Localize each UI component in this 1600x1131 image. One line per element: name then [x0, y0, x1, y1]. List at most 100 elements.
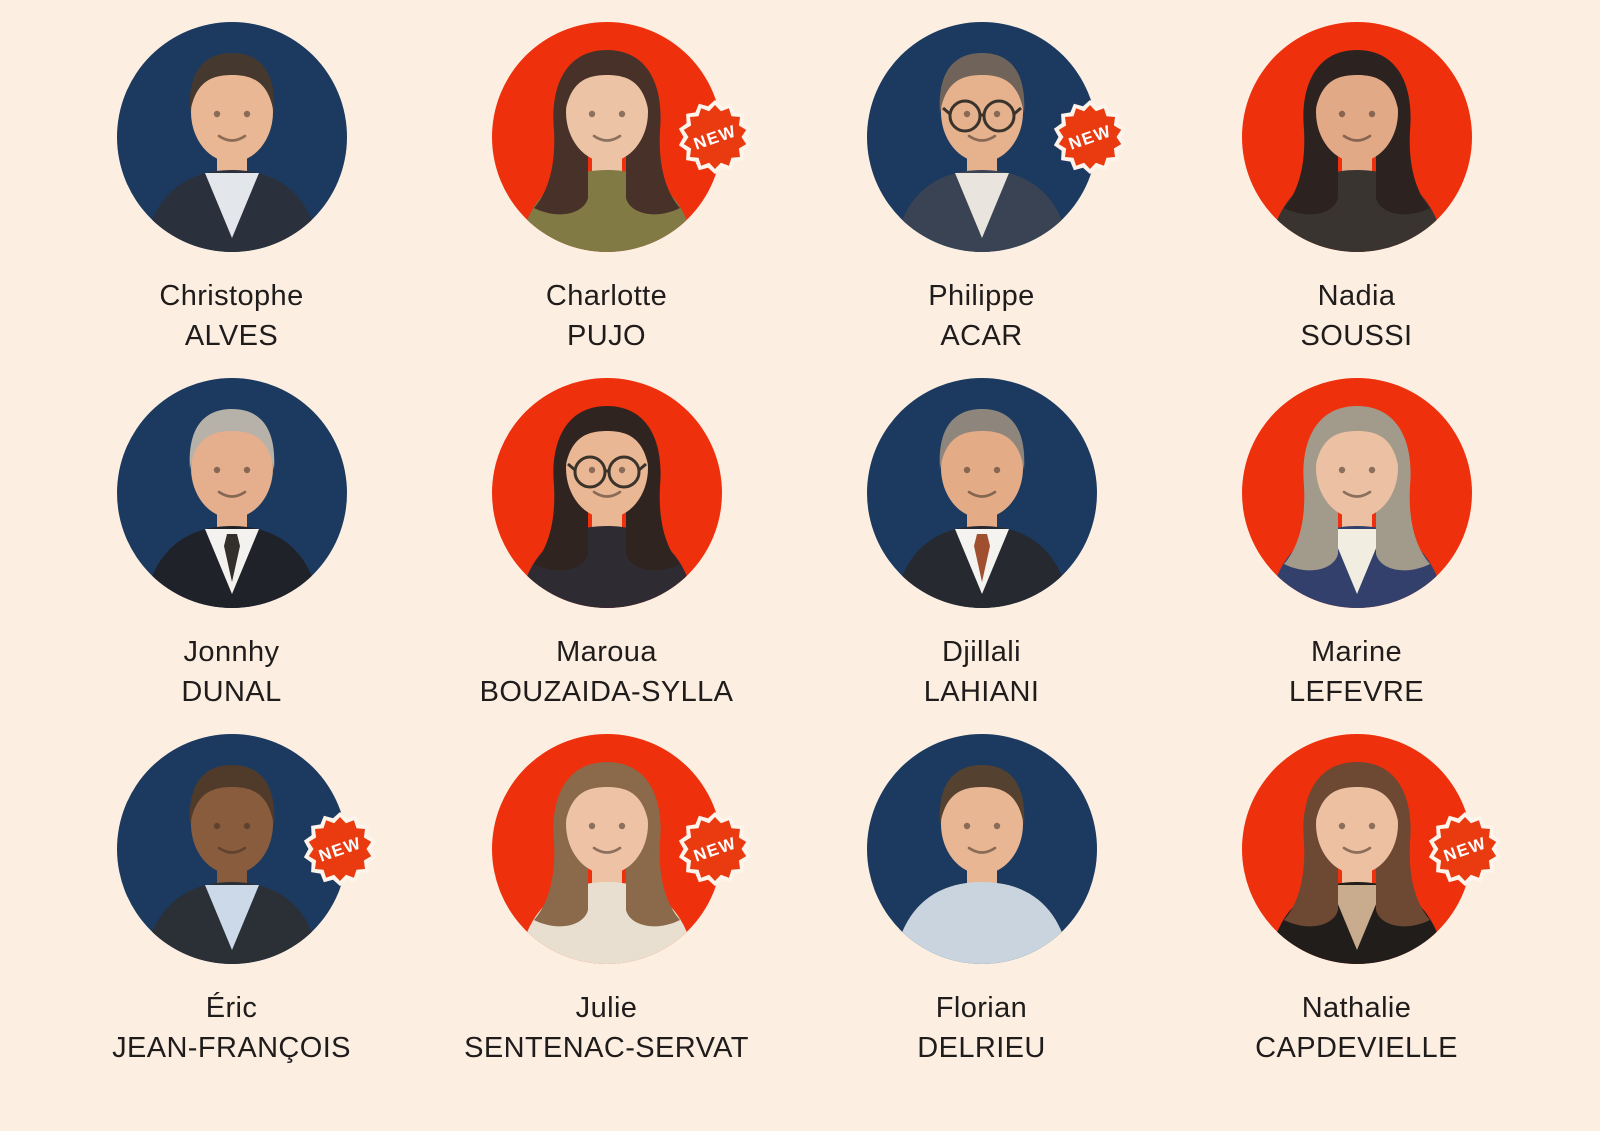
avatar-head	[1315, 418, 1398, 518]
member-photo: NEW	[116, 378, 347, 608]
member-first-name: Nathalie	[1301, 992, 1412, 1024]
avatar-face	[1338, 466, 1375, 498]
member-photo: NEW	[866, 22, 1126, 252]
member-last-name: LEFEVRE	[1289, 676, 1424, 708]
member-first-name: Djillali	[942, 636, 1021, 668]
member-avatar	[143, 765, 320, 964]
team-member-card[interactable]: NEW Nadia SOUSSI	[1169, 22, 1544, 356]
member-last-name: DELRIEU	[917, 1032, 1046, 1064]
member-photo-circle	[866, 734, 1097, 964]
new-badge-burst-icon: NEW	[1428, 812, 1501, 886]
avatar-glasses-icon	[941, 99, 1022, 133]
new-badge-burst-icon: NEW	[1053, 100, 1126, 174]
team-member-card[interactable]: NEW Éric JEAN-FRANÇOIS	[44, 734, 419, 1068]
member-first-name: Julie	[575, 992, 638, 1024]
avatar-face	[963, 110, 1000, 142]
avatar-head	[940, 62, 1023, 162]
avatar-head	[1315, 774, 1398, 874]
avatar-head	[940, 774, 1023, 874]
member-last-name: JEAN-FRANÇOIS	[112, 1032, 351, 1064]
member-photo: NEW	[866, 734, 1097, 964]
member-photo-circle	[866, 378, 1097, 608]
member-avatar	[893, 409, 1070, 608]
member-photo: NEW	[866, 378, 1097, 608]
member-avatar	[1268, 762, 1445, 964]
member-photo: NEW	[491, 22, 751, 252]
member-photo: NEW	[116, 734, 376, 964]
avatar-head	[190, 62, 273, 162]
team-member-card[interactable]: NEW Jonnhy DUNAL	[44, 378, 419, 712]
member-avatar	[893, 53, 1070, 252]
avatar-face	[213, 110, 250, 142]
member-last-name: LAHIANI	[923, 676, 1040, 708]
avatar-face	[588, 110, 625, 142]
member-photo-circle	[116, 378, 347, 608]
avatar-head	[565, 62, 648, 162]
member-photo-circle	[116, 22, 347, 252]
member-last-name: ALVES	[184, 320, 279, 352]
team-member-card[interactable]: NEW Marine LEFEVRE	[1169, 378, 1544, 712]
avatar-hair-fringe	[189, 409, 274, 470]
member-first-name: Éric	[205, 992, 258, 1024]
avatar-tie	[973, 178, 990, 226]
member-last-name: PUJO	[567, 320, 646, 352]
member-avatar	[518, 406, 695, 608]
avatar-head	[565, 418, 648, 518]
member-first-name: Philippe	[928, 280, 1035, 312]
team-member-card[interactable]: NEW Charlotte PUJO	[419, 22, 794, 356]
avatar-hair-fringe	[189, 53, 274, 114]
avatar-head	[190, 774, 273, 874]
avatar-head	[940, 418, 1023, 518]
member-photo-circle	[1241, 378, 1472, 608]
avatar-tie	[598, 534, 615, 582]
team-member-card[interactable]: NEW Florian DELRIEU	[794, 734, 1169, 1068]
member-last-name: SENTENAC-SERVAT	[464, 1032, 749, 1064]
new-badge: NEW	[678, 100, 752, 174]
member-avatar	[1268, 50, 1445, 252]
team-member-card[interactable]: NEW Maroua BOUZAIDA-SYLLA	[419, 378, 794, 712]
member-photo: NEW	[491, 378, 722, 608]
avatar-tie	[598, 890, 615, 938]
avatar-hair-fringe	[1314, 409, 1399, 470]
avatar-head	[565, 774, 648, 874]
avatar-tie	[223, 534, 240, 582]
new-badge-burst-icon: NEW	[303, 812, 376, 886]
avatar-face	[588, 822, 625, 854]
avatar-face	[213, 466, 250, 498]
member-first-name: Maroua	[556, 636, 657, 668]
avatar-tie	[1348, 178, 1365, 226]
team-member-card[interactable]: NEW Christophe ALVES	[44, 22, 419, 356]
avatar-tie	[223, 890, 240, 938]
avatar-glasses-icon	[566, 455, 647, 489]
team-member-card[interactable]: NEW Djillali LAHIANI	[794, 378, 1169, 712]
avatar-face	[963, 822, 1000, 854]
member-photo: NEW	[1241, 378, 1472, 608]
member-first-name: Marine	[1310, 636, 1403, 668]
avatar-tie	[598, 178, 615, 226]
new-badge: NEW	[303, 812, 377, 886]
member-avatar	[518, 50, 695, 252]
team-member-card[interactable]: NEW Nathalie CAPDEVIELLE	[1169, 734, 1544, 1068]
avatar-face	[1338, 822, 1375, 854]
avatar-hair-fringe	[189, 765, 274, 826]
member-photo: NEW	[491, 734, 751, 964]
team-member-card[interactable]: NEW Philippe ACAR	[794, 22, 1169, 356]
avatar-tie	[223, 178, 240, 226]
member-photo-circle	[1241, 22, 1472, 252]
avatar-hair-fringe	[939, 53, 1024, 114]
avatar-face	[213, 822, 250, 854]
member-last-name: SOUSSI	[1300, 320, 1413, 352]
member-avatar	[518, 762, 695, 964]
team-member-card[interactable]: NEW Julie SENTENAC-SERVAT	[419, 734, 794, 1068]
member-photo: NEW	[116, 22, 347, 252]
avatar-face	[588, 466, 625, 498]
avatar-hair-fringe	[564, 409, 649, 470]
member-first-name: Florian	[935, 992, 1028, 1024]
member-photo-circle	[491, 22, 722, 252]
member-first-name: Nadia	[1317, 280, 1396, 312]
member-first-name: Christophe	[159, 280, 304, 312]
member-first-name: Charlotte	[545, 280, 668, 312]
avatar-head	[1315, 62, 1398, 162]
avatar-hair-fringe	[564, 53, 649, 114]
avatar-hair-fringe	[1314, 765, 1399, 826]
